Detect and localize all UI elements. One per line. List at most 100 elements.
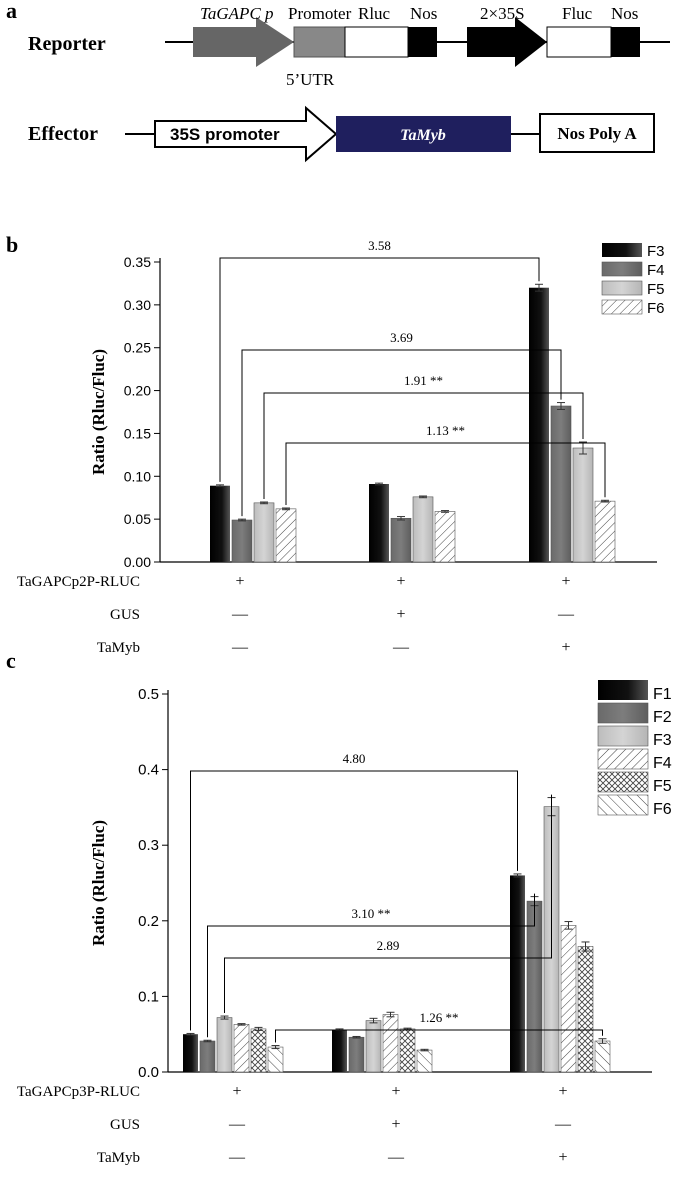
legend-swatch-f6 xyxy=(601,299,643,315)
bar-f1 xyxy=(510,875,525,1072)
panel-b-label: b xyxy=(6,232,18,257)
y-tick-label: 0.00 xyxy=(124,554,151,570)
y-tick-label: 0.05 xyxy=(124,511,151,527)
utr-label: 5’UTR xyxy=(286,70,335,89)
fluc-box xyxy=(546,26,612,58)
condition-mark: + xyxy=(558,1149,567,1166)
effector-promoter-arrow xyxy=(154,105,338,163)
tamyb-gene-label: TaMyb xyxy=(400,127,446,144)
y-tick-label: 0.3 xyxy=(138,837,159,854)
significance-label: 1.26 ** xyxy=(420,1010,459,1025)
legend-label-f1: F1 xyxy=(653,686,672,703)
panel-a-label: a xyxy=(6,0,17,23)
bar-f1 xyxy=(332,1029,347,1072)
condition-mark: — xyxy=(557,606,575,623)
significance-label: 1.91 ** xyxy=(404,373,443,388)
bar-f3 xyxy=(365,1020,382,1073)
condition-mark: + xyxy=(561,573,570,590)
significance-bracket xyxy=(285,442,606,505)
condition-mark: + xyxy=(396,606,405,623)
bar-f5 xyxy=(253,502,275,563)
p35s-label: 2×35S xyxy=(480,4,525,23)
legend-swatch-f1 xyxy=(598,680,648,700)
y-tick-label: 0.0 xyxy=(138,1064,159,1081)
panel-a: a Reporter TaGAPC p Promoter Rluc Nos 2×… xyxy=(6,0,670,163)
nos-label-1: Nos xyxy=(410,4,437,23)
significance-label: 3.10 ** xyxy=(352,906,391,921)
effector-label: Effector xyxy=(28,123,98,145)
bar-f5 xyxy=(250,1028,267,1073)
significance-bracket xyxy=(190,770,518,1031)
condition-mark: — xyxy=(392,639,410,656)
bar-f6 xyxy=(594,1040,611,1073)
significance-bracket xyxy=(224,794,552,1014)
panel-c-label: c xyxy=(6,648,16,673)
condition-mark: + xyxy=(561,639,570,656)
condition-mark: — xyxy=(231,606,249,623)
condition-mark: + xyxy=(235,573,244,590)
condition-mark: + xyxy=(391,1083,400,1100)
legend-label-f6: F6 xyxy=(647,300,665,317)
condition-label: TaGAPCp2P-RLUC xyxy=(17,574,140,590)
y-tick-label: 0.30 xyxy=(124,297,151,313)
significance-bracket xyxy=(207,893,535,1038)
bar-f4 xyxy=(560,925,577,1073)
bar-f3 xyxy=(529,287,549,562)
reporter-label: Reporter xyxy=(28,33,106,55)
legend-swatch-f2 xyxy=(597,702,649,724)
utr-box xyxy=(293,26,346,58)
bar-f6 xyxy=(416,1049,433,1073)
bar-f2 xyxy=(199,1040,216,1073)
bar-f1 xyxy=(183,1034,198,1072)
y-tick-label: 0.1 xyxy=(138,988,159,1005)
legend-label-f3: F3 xyxy=(653,732,672,749)
effector-promoter-label: 35S promoter xyxy=(170,125,280,144)
legend-label-f5: F5 xyxy=(647,281,665,298)
bar-f5 xyxy=(399,1028,416,1073)
legend-label-f3: F3 xyxy=(647,243,665,260)
condition-mark: — xyxy=(554,1116,572,1133)
legend-swatch-f6 xyxy=(597,794,649,816)
condition-mark: — xyxy=(228,1149,246,1166)
condition-mark: — xyxy=(387,1149,405,1166)
nos-box-1 xyxy=(408,27,437,57)
tamyb-gene-box xyxy=(336,116,511,152)
bar-f4 xyxy=(390,517,412,563)
condition-label: TaGAPCp3P-RLUC xyxy=(17,1084,140,1100)
y-tick-label: 0.25 xyxy=(124,340,151,356)
significance-bracket xyxy=(219,257,540,482)
y-tick-label: 0.15 xyxy=(124,425,151,441)
legend-label-f4: F4 xyxy=(653,755,672,772)
bar-f3 xyxy=(216,1017,233,1073)
legend-swatch-f3 xyxy=(602,243,642,257)
bar-f4 xyxy=(550,405,572,563)
significance-label: 1.13 ** xyxy=(426,423,465,438)
y-tick-label: 0.20 xyxy=(124,383,151,399)
rluc-label: Rluc xyxy=(358,4,391,23)
significance-label: 4.80 xyxy=(343,751,366,766)
significance-label: 3.58 xyxy=(368,238,391,253)
legend-label-f5: F5 xyxy=(653,778,672,795)
legend-swatch-f4 xyxy=(597,748,649,770)
p35s-arrow xyxy=(467,17,547,67)
legend-label-f2: F2 xyxy=(653,709,672,726)
y-tick-label: 0.4 xyxy=(138,762,159,779)
condition-label: TaMyb xyxy=(97,1150,140,1166)
condition-mark: + xyxy=(232,1083,241,1100)
significance-bracket xyxy=(263,392,584,499)
legend-swatch-f3 xyxy=(597,725,649,747)
legend-swatch-f5 xyxy=(601,280,643,296)
bar-f4 xyxy=(231,519,253,563)
bar-f4 xyxy=(233,1024,250,1073)
bar-f5 xyxy=(412,496,434,563)
bar-f3 xyxy=(369,484,389,562)
significance-bracket xyxy=(275,1029,603,1043)
panel-b-chart: b 0.00 0.05 0.10 0.15 0.20 0.25 0.30 0.35 Ratio … xyxy=(6,232,665,656)
y-tick-label: 0.10 xyxy=(124,468,151,484)
legend-label-f6: F6 xyxy=(653,801,672,818)
bar-f2 xyxy=(526,900,543,1073)
bar-f6 xyxy=(267,1046,284,1073)
nos-box-2 xyxy=(611,27,640,57)
condition-label: TaMyb xyxy=(97,640,140,656)
